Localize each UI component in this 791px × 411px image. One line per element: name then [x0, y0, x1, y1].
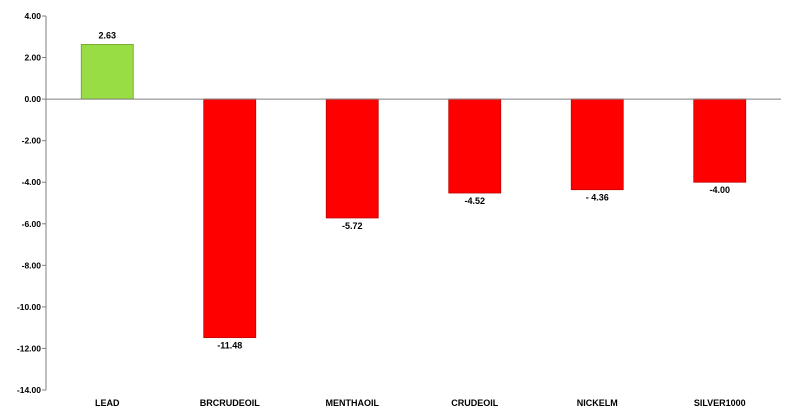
y-tick-label: -14.00 — [17, 385, 41, 395]
bar-brcrudeoil — [203, 98, 257, 339]
bar-menthaoil — [325, 98, 379, 219]
y-tick-label: 2.00 — [24, 53, 41, 63]
data-label: -11.48 — [217, 341, 242, 351]
y-tick-label: -4.00 — [22, 177, 42, 187]
x-tick-label: MENTHAOIL — [326, 398, 380, 408]
y-axis: 4.00 2.00 0.00 -2.00 -4.00 -6.00 -8.00 -10.00 -1… — [17, 11, 47, 395]
data-label: -4.52 — [464, 196, 485, 206]
bar-lead — [80, 44, 134, 100]
y-tick-label: -2.00 — [22, 136, 42, 146]
x-tick-label: NICKELM — [577, 398, 618, 408]
bar-silver1000 — [693, 98, 747, 183]
y-tick-label: 4.00 — [24, 11, 41, 21]
y-tick-label: -8.00 — [22, 260, 42, 270]
y-tick-label: -10.00 — [17, 302, 41, 312]
data-label: 2.63 — [98, 30, 116, 40]
data-label: -5.72 — [342, 221, 363, 231]
x-tick-label: SILVER1000 — [694, 398, 746, 408]
data-label: - 4.36 — [586, 193, 609, 203]
y-tick-label: -6.00 — [22, 219, 42, 229]
bar-crudeoil — [448, 98, 502, 194]
x-tick-label: BRCRUDEOIL — [200, 398, 261, 408]
bars — [80, 44, 747, 339]
bar-nickelm — [570, 98, 624, 191]
x-axis-labels: LEAD BRCRUDEOIL MENTHAOIL CRUDEOIL NICKELM SI… — [95, 398, 746, 408]
x-tick-label: LEAD — [95, 398, 120, 408]
x-tick-label: CRUDEOIL — [451, 398, 499, 408]
data-label: -4.00 — [709, 185, 730, 195]
y-tick-label: 0.00 — [24, 94, 41, 104]
data-labels: 2.63 -11.48 -5.72 -4.52 - 4.36 -4.00 — [98, 30, 730, 350]
y-tick-label: -12.00 — [17, 343, 41, 353]
